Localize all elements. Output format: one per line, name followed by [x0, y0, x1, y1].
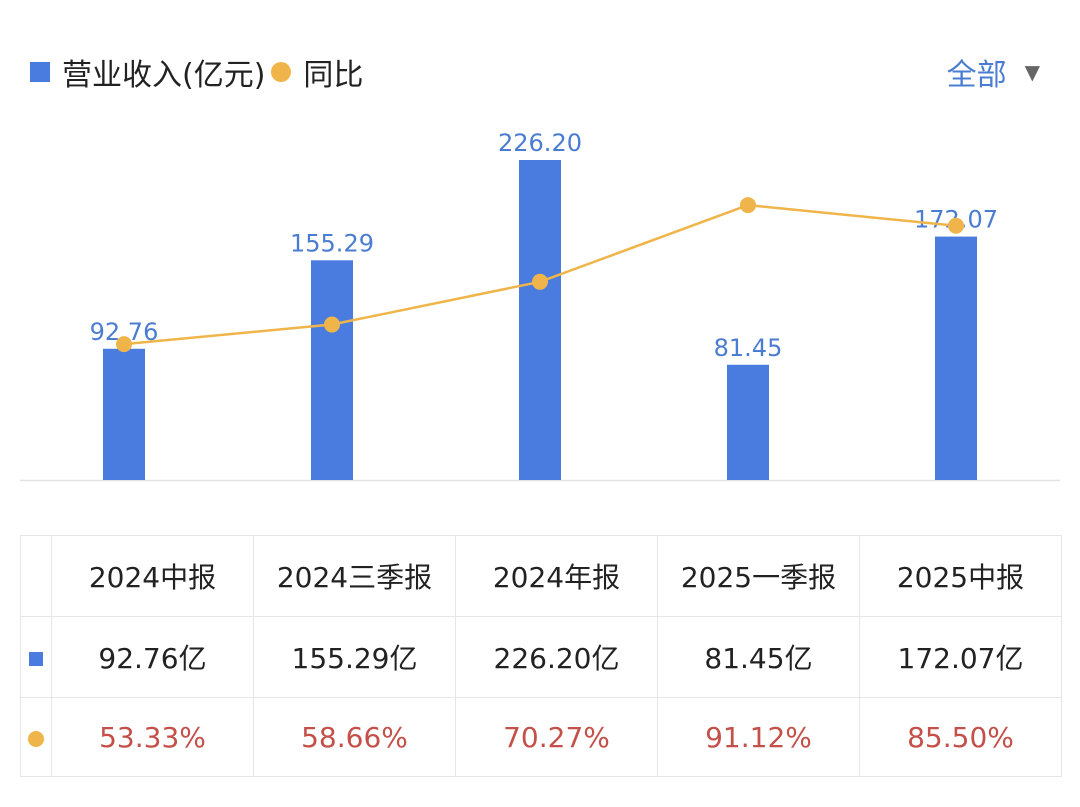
legend-revenue-label: 营业收入(亿元)	[62, 58, 266, 93]
table-header-cell: 2024三季报	[253, 535, 456, 617]
revenue-bar	[727, 364, 769, 480]
bar-value-label: 226.20	[498, 129, 582, 157]
table-header-row: 2024中报 2024三季报 2024年报 2025一季报 2025中报	[20, 535, 1062, 617]
yoy-dot-icon	[28, 730, 44, 747]
period-filter-dropdown[interactable]: 全部 ▼	[946, 52, 1040, 93]
legend: 营业收入(亿元) 同比	[30, 52, 364, 93]
yoy-point	[116, 336, 132, 353]
data-table: 2024中报 2024三季报 2024年报 2025一季报 2025中报 92.…	[20, 535, 1062, 777]
chevron-down-icon: ▼	[1024, 60, 1040, 84]
yoy-point	[948, 217, 964, 234]
revenue-square-icon	[29, 651, 43, 666]
revenue-bar	[935, 236, 977, 480]
revenue-bar	[103, 348, 145, 480]
yoy-cell: 85.50%	[859, 697, 1062, 777]
bar-value-label: 155.29	[290, 229, 374, 257]
revenue-key-cell	[20, 616, 52, 698]
revenue-cell: 172.07亿	[859, 616, 1062, 698]
revenue-bar	[311, 260, 353, 480]
revenue-cell: 81.45亿	[657, 616, 860, 698]
table-row-yoy: 53.33% 58.66% 70.27% 91.12% 85.50%	[20, 697, 1062, 777]
legend-revenue-swatch	[30, 62, 50, 82]
yoy-cell: 58.66%	[253, 697, 456, 777]
yoy-cell: 53.33%	[51, 697, 254, 777]
revenue-cell: 226.20亿	[455, 616, 658, 698]
revenue-bar	[519, 160, 561, 480]
legend-yoy-swatch	[271, 62, 292, 82]
yoy-point	[740, 197, 756, 214]
bar-value-label: 81.45	[714, 334, 783, 362]
table-row-revenue: 92.76亿 155.29亿 226.20亿 81.45亿 172.07亿	[20, 616, 1062, 698]
table-header-cell: 2024年报	[455, 535, 658, 617]
revenue-cell: 92.76亿	[51, 616, 254, 698]
revenue-cell: 155.29亿	[253, 616, 456, 698]
yoy-cell: 70.27%	[455, 697, 658, 777]
table-corner	[20, 535, 52, 617]
yoy-cell: 91.12%	[657, 697, 860, 777]
period-filter-label: 全部	[946, 58, 1007, 93]
legend-yoy-label: 同比	[303, 58, 364, 93]
table-header-cell: 2024中报	[51, 535, 254, 617]
yoy-point	[324, 316, 340, 333]
table-header-cell: 2025一季报	[657, 535, 860, 617]
table-header-cell: 2025中报	[859, 535, 1062, 617]
yoy-point	[532, 273, 548, 290]
yoy-key-cell	[20, 697, 52, 777]
